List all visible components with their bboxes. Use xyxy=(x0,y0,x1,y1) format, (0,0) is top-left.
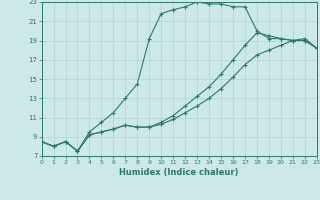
X-axis label: Humidex (Indice chaleur): Humidex (Indice chaleur) xyxy=(119,168,239,177)
